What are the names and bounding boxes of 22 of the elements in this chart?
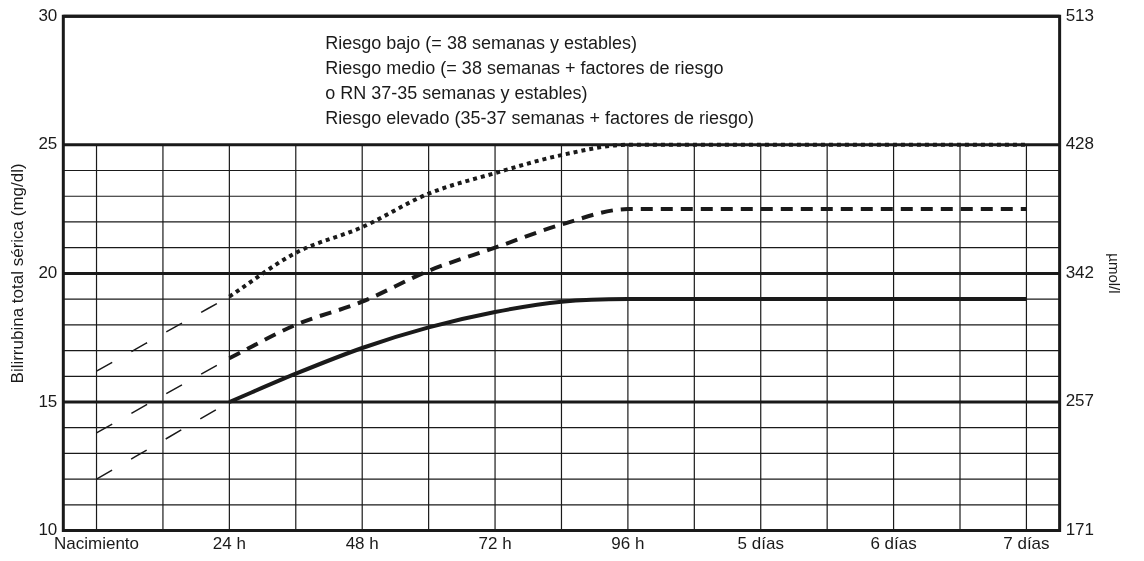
annotation: Riesgo bajo (= 38 semanas y estables) [325, 33, 637, 54]
y2-tick-label: 513 [1065, 5, 1095, 25]
y-tick-label: 25 [38, 134, 58, 154]
y-axis-title: Bilirrubina total sérica (mg/dl) [7, 163, 27, 384]
x-tick-label: 6 días [870, 534, 917, 554]
y-tick-label: 30 [38, 5, 58, 25]
y-tick-label: 15 [38, 391, 58, 411]
x-tick-label: 7 días [1003, 534, 1050, 554]
x-tick-label: Nacimiento [54, 534, 140, 554]
y2-tick-label: 342 [1065, 263, 1095, 283]
y-tick-label: 20 [38, 263, 58, 283]
annotation: Riesgo medio (= 38 semanas + factores de riesgo o RN 37-35 semanas y estables) [325, 58, 724, 104]
y2-tick-label: 428 [1065, 133, 1095, 153]
annotation: Riesgo elevado (35-37 semanas + factores de riesgo) [325, 108, 755, 129]
y2-tick-label: 257 [1065, 390, 1095, 410]
x-tick-label: 24 h [212, 534, 246, 554]
x-tick-label: 48 h [345, 534, 379, 554]
y2-tick-label: 171 [1065, 520, 1095, 540]
y2-axis-title: µmol/l [1105, 253, 1123, 294]
x-tick-label: 72 h [478, 534, 512, 554]
x-tick-label: 96 h [611, 534, 645, 554]
x-tick-label: 5 días [737, 534, 784, 554]
